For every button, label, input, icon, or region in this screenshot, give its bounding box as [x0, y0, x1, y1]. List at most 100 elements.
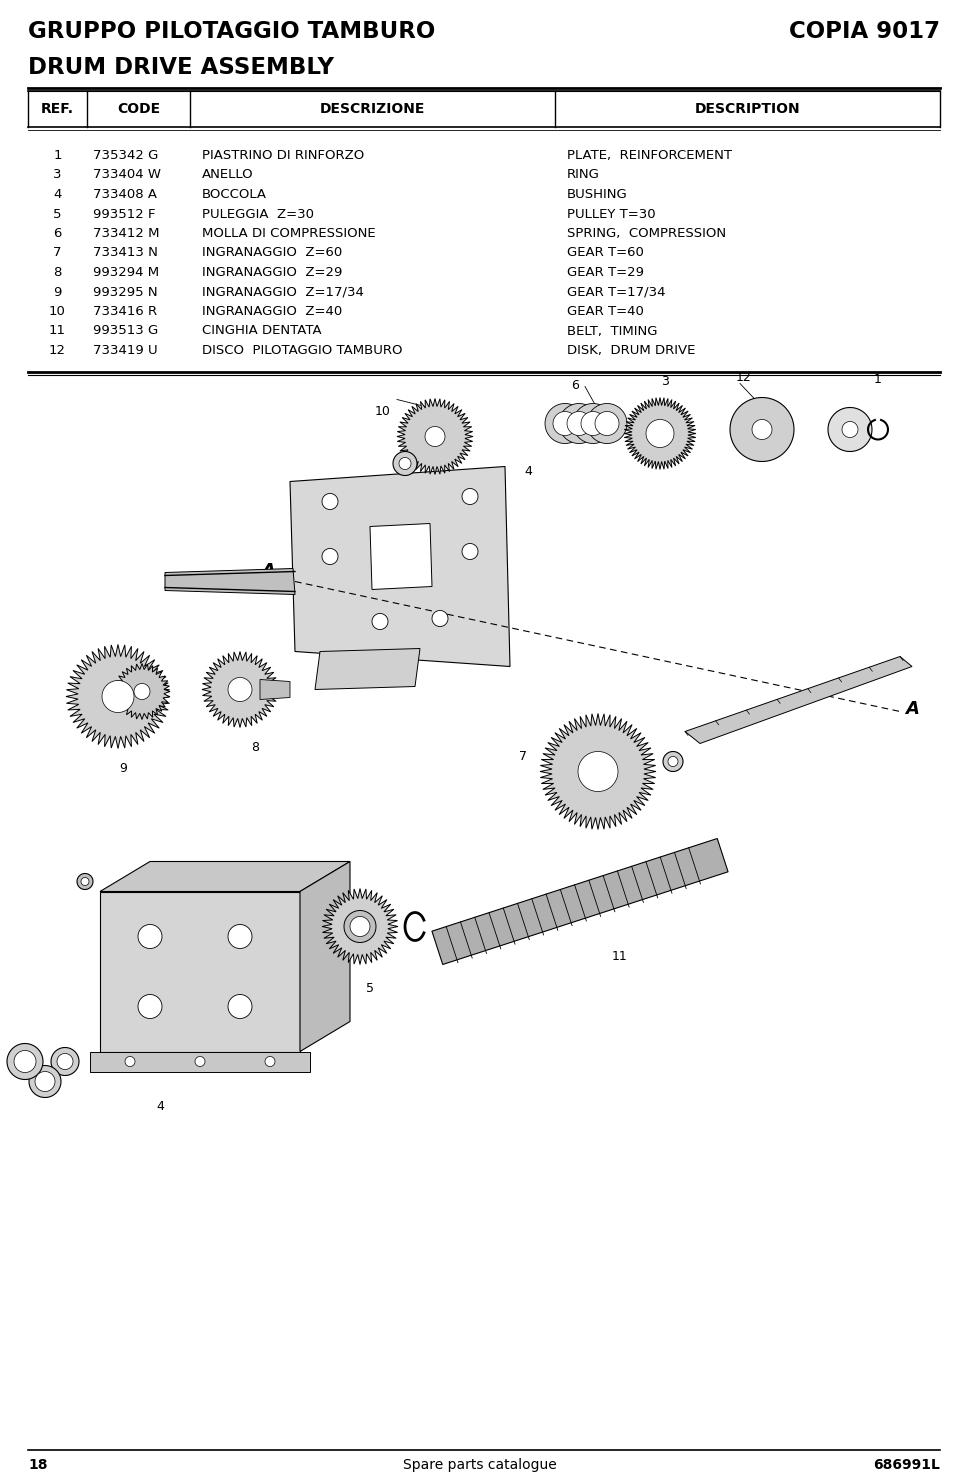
- Polygon shape: [350, 917, 370, 936]
- Polygon shape: [397, 399, 473, 474]
- Polygon shape: [399, 458, 411, 470]
- Polygon shape: [138, 925, 162, 948]
- Polygon shape: [668, 756, 678, 767]
- Polygon shape: [425, 427, 445, 446]
- Polygon shape: [228, 925, 252, 948]
- Text: INGRANAGGIO  Z=17/34: INGRANAGGIO Z=17/34: [202, 285, 364, 298]
- Polygon shape: [432, 610, 448, 626]
- Text: 11: 11: [612, 950, 628, 963]
- Polygon shape: [540, 713, 656, 830]
- Text: ANELLO: ANELLO: [202, 168, 253, 182]
- Text: BOCCOLA: BOCCOLA: [202, 188, 267, 201]
- Polygon shape: [828, 408, 872, 452]
- Polygon shape: [81, 877, 89, 886]
- Polygon shape: [752, 419, 772, 440]
- Polygon shape: [393, 452, 417, 476]
- Polygon shape: [372, 613, 388, 629]
- Polygon shape: [462, 489, 478, 505]
- Polygon shape: [646, 419, 674, 448]
- Text: PULLEY T=30: PULLEY T=30: [567, 207, 656, 220]
- Text: 733413 N: 733413 N: [93, 247, 157, 260]
- Polygon shape: [559, 403, 599, 443]
- Polygon shape: [165, 569, 295, 595]
- Polygon shape: [260, 679, 290, 700]
- Text: 11: 11: [49, 325, 66, 338]
- Text: SPRING,  COMPRESSION: SPRING, COMPRESSION: [567, 227, 726, 239]
- Polygon shape: [567, 412, 591, 436]
- Polygon shape: [322, 889, 398, 964]
- Polygon shape: [114, 663, 170, 719]
- Text: DRUM DRIVE ASSEMBLY: DRUM DRIVE ASSEMBLY: [28, 56, 334, 78]
- Polygon shape: [290, 467, 510, 666]
- Text: INGRANAGGIO  Z=60: INGRANAGGIO Z=60: [202, 247, 343, 260]
- Polygon shape: [587, 403, 627, 443]
- Text: 733404 W: 733404 W: [93, 168, 161, 182]
- Polygon shape: [344, 910, 376, 942]
- Polygon shape: [202, 651, 278, 728]
- Text: 3: 3: [661, 375, 669, 388]
- Polygon shape: [51, 1047, 79, 1075]
- Polygon shape: [125, 1056, 135, 1066]
- Polygon shape: [553, 412, 577, 436]
- Text: 6: 6: [54, 227, 61, 239]
- Polygon shape: [90, 1052, 310, 1071]
- Polygon shape: [730, 397, 794, 461]
- Polygon shape: [685, 656, 912, 743]
- Text: GEAR T=17/34: GEAR T=17/34: [567, 285, 665, 298]
- Polygon shape: [322, 548, 338, 564]
- Text: CINGHIA DENTATA: CINGHIA DENTATA: [202, 325, 322, 338]
- Text: DESCRIZIONE: DESCRIZIONE: [320, 102, 425, 117]
- Text: 733408 A: 733408 A: [93, 188, 157, 201]
- Polygon shape: [14, 1050, 36, 1072]
- Text: 733416 R: 733416 R: [93, 304, 157, 318]
- Text: 18: 18: [28, 1458, 47, 1473]
- Text: 12: 12: [49, 344, 66, 357]
- Polygon shape: [595, 412, 619, 436]
- Text: 8: 8: [54, 266, 61, 279]
- Text: A: A: [261, 563, 275, 580]
- Text: 4: 4: [156, 1100, 164, 1114]
- Text: REF.: REF.: [41, 102, 74, 117]
- Text: 735342 G: 735342 G: [93, 149, 158, 162]
- Text: 733419 U: 733419 U: [93, 344, 157, 357]
- Text: 10: 10: [375, 405, 391, 418]
- Text: 733412 M: 733412 M: [93, 227, 159, 239]
- Polygon shape: [77, 873, 93, 889]
- Text: GEAR T=40: GEAR T=40: [567, 304, 644, 318]
- Text: 10: 10: [49, 304, 66, 318]
- Polygon shape: [624, 397, 696, 470]
- Text: 7: 7: [53, 247, 61, 260]
- Text: 12: 12: [736, 371, 752, 384]
- Text: 5: 5: [366, 982, 374, 995]
- Polygon shape: [7, 1044, 43, 1080]
- Text: DISK,  DRUM DRIVE: DISK, DRUM DRIVE: [567, 344, 695, 357]
- Polygon shape: [573, 403, 613, 443]
- Text: 4: 4: [524, 465, 532, 479]
- Polygon shape: [322, 493, 338, 510]
- Text: GEAR T=29: GEAR T=29: [567, 266, 644, 279]
- Bar: [180, 951, 240, 1006]
- Polygon shape: [29, 1065, 61, 1097]
- Polygon shape: [138, 994, 162, 1019]
- Text: Spare parts catalogue: Spare parts catalogue: [403, 1458, 557, 1473]
- Polygon shape: [195, 1056, 205, 1066]
- Text: 9: 9: [119, 762, 127, 775]
- Text: INGRANAGGIO  Z=40: INGRANAGGIO Z=40: [202, 304, 343, 318]
- Polygon shape: [102, 681, 134, 712]
- Text: MOLLA DI COMPRESSIONE: MOLLA DI COMPRESSIONE: [202, 227, 375, 239]
- Text: 3: 3: [53, 168, 61, 182]
- Polygon shape: [35, 1071, 55, 1092]
- Polygon shape: [545, 403, 585, 443]
- Polygon shape: [663, 752, 683, 771]
- Text: 993513 G: 993513 G: [93, 325, 158, 338]
- Polygon shape: [265, 1056, 275, 1066]
- Polygon shape: [228, 994, 252, 1019]
- Text: 6: 6: [571, 380, 579, 391]
- Polygon shape: [462, 544, 478, 560]
- Polygon shape: [100, 861, 350, 892]
- Polygon shape: [581, 412, 605, 436]
- Text: 686991L: 686991L: [874, 1458, 940, 1473]
- Text: 7: 7: [519, 750, 527, 764]
- Text: RING: RING: [567, 168, 600, 182]
- Text: DESCRIPTION: DESCRIPTION: [695, 102, 801, 117]
